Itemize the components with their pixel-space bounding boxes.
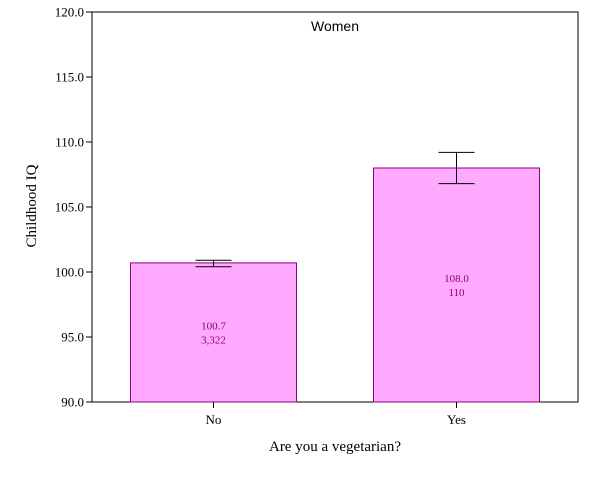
y-tick-label: 120.0 bbox=[55, 5, 84, 20]
bars-group: 100.7 3,322 108.0 110 bbox=[130, 151, 540, 403]
bar-count-label: 3,322 bbox=[201, 334, 226, 346]
bar-value-label: 108.0 bbox=[444, 273, 469, 285]
y-tick-label: 90.0 bbox=[61, 395, 84, 410]
y-tick-label: 105.0 bbox=[55, 200, 84, 215]
x-tick-label: No bbox=[206, 412, 222, 427]
chart-title: Women bbox=[311, 18, 359, 34]
y-tick-label: 115.0 bbox=[55, 70, 84, 85]
bar-yes bbox=[373, 167, 540, 403]
x-axis-title: Are you a vegetarian? bbox=[269, 439, 401, 455]
bar-count-label: 110 bbox=[448, 287, 465, 299]
x-axis: No Yes bbox=[206, 402, 466, 427]
y-axis-title: Childhood IQ bbox=[24, 164, 40, 247]
x-tick-label: Yes bbox=[447, 412, 466, 427]
bar-value-label: 100.7 bbox=[201, 320, 226, 332]
y-tick-label: 100.0 bbox=[55, 265, 84, 280]
y-tick-label: 95.0 bbox=[61, 330, 84, 345]
y-tick-label: 110.0 bbox=[55, 135, 84, 150]
y-axis: 90.0 95.0 100.0 105.0 110.0 115.0 120.0 bbox=[55, 5, 92, 410]
